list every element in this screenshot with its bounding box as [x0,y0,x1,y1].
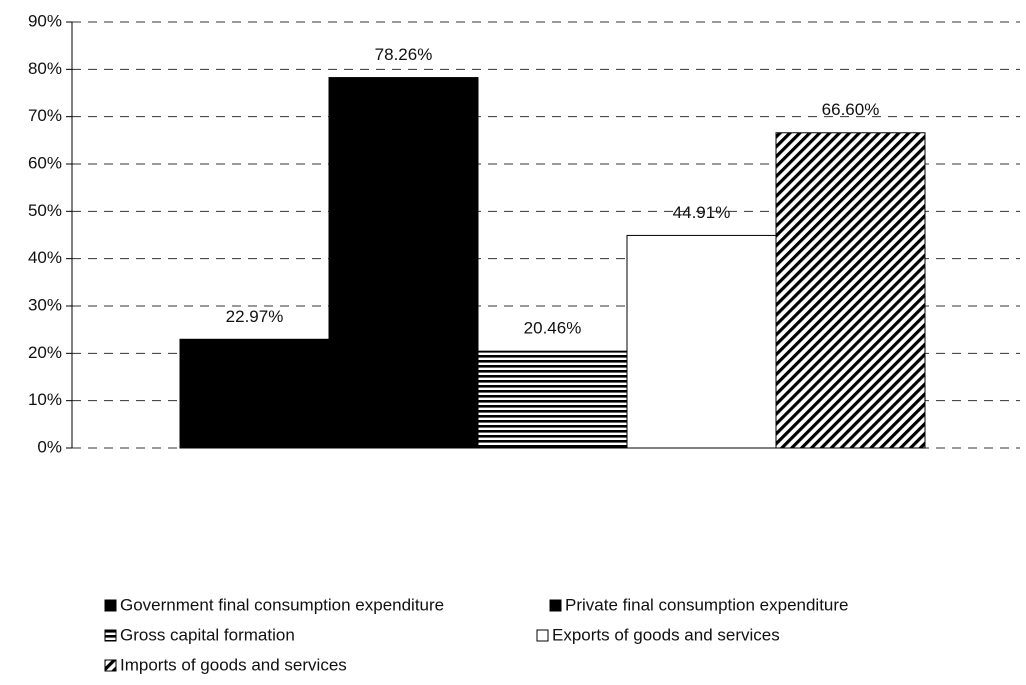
data-label: 20.46% [524,319,582,338]
y-tick-label: 60% [28,153,62,172]
y-tick-label: 30% [28,295,62,314]
data-label: 22.97% [226,307,284,326]
legend-swatch [104,659,117,672]
y-tick-label: 10% [28,390,62,409]
bar [775,132,926,449]
y-tick-label: 50% [28,201,62,220]
data-label: 44.91% [673,203,731,222]
y-tick-label: 80% [28,59,62,78]
legend-swatch [536,629,549,642]
bar [626,234,777,449]
y-tick-label: 70% [28,106,62,125]
y-tick-label: 90% [28,11,62,30]
legend-label: Private final consumption expenditure [565,595,849,614]
y-tick-label: 40% [28,248,62,267]
legend-swatch [104,599,117,612]
legend-label: Government final consumption expenditure [120,595,444,614]
legend-label: Imports of goods and services [120,655,347,674]
y-tick-label: 0% [37,437,62,456]
legend-label: Gross capital formation [120,625,295,644]
y-tick-label: 20% [28,343,62,362]
legend-label: Exports of goods and services [552,625,780,644]
bar [179,338,330,449]
bar [328,77,479,449]
legend-swatch [104,629,117,642]
legend-swatch [549,599,562,612]
data-label: 66.60% [822,100,880,119]
data-label: 78.26% [375,45,433,64]
bar [477,350,628,449]
